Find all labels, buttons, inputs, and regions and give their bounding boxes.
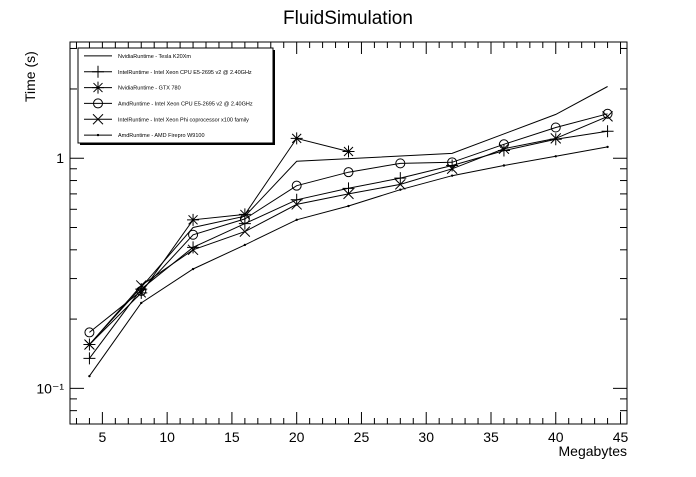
- legend-entry-label: AmdRuntime - Intel Xeon CPU E5-2695 v2 @…: [118, 101, 253, 107]
- series-0: [89, 86, 608, 345]
- legend-shadow-right: [273, 50, 275, 145]
- data-point-dot: [347, 204, 350, 208]
- data-point-cross: [446, 163, 458, 175]
- series-line: [89, 113, 608, 333]
- x-tick-label: 25: [354, 429, 370, 445]
- data-point-circle: [447, 157, 458, 168]
- data-point-circle: [395, 158, 406, 169]
- data-point-plus: [601, 125, 614, 138]
- legend-shadow-bottom: [80, 143, 275, 145]
- series-3: [84, 108, 613, 338]
- chart-title: FluidSimulation: [283, 8, 413, 29]
- legend-entry-label: IntelRuntime - Intel Xeon CPU E5-2695 v2…: [118, 70, 252, 76]
- y-tick-label: 10⁻¹: [36, 380, 64, 396]
- legend-entry-label: NvidiaRuntime - Tesla K20Xm: [118, 54, 191, 60]
- x-tick-label: 20: [289, 429, 305, 445]
- x-tick-label: 5: [98, 429, 106, 445]
- x-tick-label: 10: [159, 429, 175, 445]
- data-point-dot: [399, 188, 402, 191]
- legend-entry-label: IntelRuntime - Intel Xeon Phi coprocesso…: [118, 117, 249, 123]
- data-point-cross: [291, 199, 303, 210]
- series-4: [84, 111, 613, 350]
- data-point-asterisk: [187, 213, 200, 226]
- data-point-cross: [84, 339, 95, 350]
- data-point-dot: [191, 267, 195, 271]
- data-point-dot: [606, 145, 609, 149]
- data-point-circle: [602, 108, 613, 119]
- data-point-plus: [342, 182, 355, 195]
- legend-entry-label: NvidiaRuntime - GTX 780: [118, 86, 181, 92]
- data-point-cross: [602, 111, 613, 122]
- data-point-plus: [394, 172, 407, 185]
- data-point-cross: [187, 244, 199, 256]
- data-point-plus: [187, 241, 200, 254]
- y-axis-label: Time (s): [22, 51, 38, 102]
- x-tick-label: 45: [613, 429, 629, 445]
- data-point-circle: [93, 98, 103, 109]
- data-point-cross: [92, 113, 104, 125]
- x-axis-label: Megabytes: [559, 443, 627, 459]
- legend-box: [77, 47, 274, 144]
- data-point-cross: [550, 133, 562, 144]
- data-point-plus: [92, 65, 104, 78]
- data-point-dot: [88, 374, 91, 378]
- data-point-circle: [550, 122, 561, 133]
- data-point-asterisk: [342, 145, 355, 158]
- y-tick-label: 1: [56, 150, 64, 166]
- data-point-dot: [295, 218, 298, 222]
- series-layer: [83, 86, 614, 378]
- legend-entry-label: AmdRuntime - AMD Firepro W9100: [118, 133, 205, 139]
- x-tick-label: 30: [418, 429, 434, 445]
- data-point-circle: [343, 167, 354, 178]
- series-line: [89, 137, 349, 345]
- data-point-dot: [140, 301, 143, 305]
- data-point-circle: [188, 229, 199, 240]
- data-point-dot: [243, 243, 247, 247]
- data-point-circle: [291, 180, 302, 191]
- data-point-cross: [239, 226, 251, 237]
- x-tick-label: 40: [548, 429, 564, 445]
- data-point-asterisk: [135, 286, 148, 299]
- data-point-dot: [502, 164, 506, 167]
- x-tick-label: 15: [224, 429, 240, 445]
- series-line: [89, 86, 608, 345]
- series-5: [88, 145, 609, 378]
- data-point-cross: [343, 188, 354, 200]
- data-point-circle: [84, 327, 95, 338]
- y-axis-ticks: 10⁻¹ 1: [36, 47, 627, 425]
- data-point-asterisk: [290, 132, 303, 145]
- data-point-cross: [394, 179, 406, 190]
- data-point-dot: [554, 155, 557, 158]
- legend: NvidiaRuntime - Tesla K20Xm IntelRuntime …: [77, 47, 275, 145]
- data-point-cross: [498, 143, 510, 155]
- data-point-plus: [83, 352, 96, 365]
- x-axis-ticks: 5 10 15 20 25 30 35 40 45: [75, 42, 629, 445]
- x-tick-label: 35: [483, 429, 499, 445]
- data-point-cross: [135, 280, 147, 291]
- data-point-dot: [450, 174, 454, 177]
- data-point-asterisk: [92, 81, 104, 94]
- data-point-plus: [446, 159, 459, 172]
- data-point-dot: [96, 133, 100, 137]
- data-point-circle: [239, 213, 250, 224]
